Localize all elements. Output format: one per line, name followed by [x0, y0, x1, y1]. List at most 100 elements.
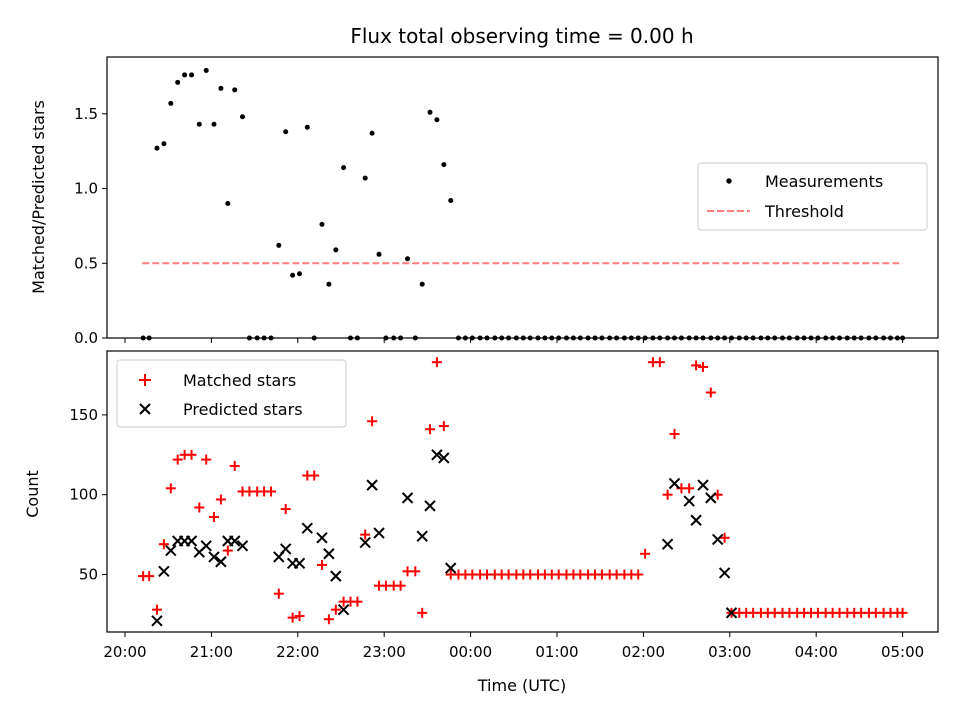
legend-predicted-label: Predicted stars [183, 400, 303, 419]
matched-star-marker [287, 612, 298, 623]
matched-star-marker [669, 429, 680, 440]
predicted-star-marker [279, 543, 292, 555]
measurement-point [722, 335, 728, 341]
predicted-star-stroke [668, 477, 681, 490]
measurement-point [808, 335, 814, 341]
bottom-y-tick-label: 150 [69, 406, 98, 424]
matched-star-marker [691, 360, 702, 371]
matched-star-marker [640, 548, 651, 559]
measurement-point [513, 335, 519, 341]
measurement-point [794, 335, 800, 341]
x-tick-label: 03:00 [708, 643, 751, 661]
predicted-star-stroke [359, 536, 371, 549]
matched-star-marker [633, 569, 644, 580]
measurement-point [326, 281, 332, 287]
predicted-star-stroke [705, 492, 717, 504]
measurement-point [348, 335, 354, 341]
predicted-star-marker [165, 544, 177, 557]
matched-star-marker [684, 483, 695, 494]
matched-star-marker [698, 361, 709, 372]
measurement-point [333, 247, 339, 253]
bottom-y-tick-label: 100 [69, 486, 98, 504]
matched-star-marker [424, 424, 435, 435]
measurement-point [203, 67, 209, 73]
measurement-point [448, 197, 454, 203]
predicted-star-stroke [424, 500, 436, 512]
top-legend: Measurements Threshold [697, 162, 928, 231]
measurement-point [240, 114, 246, 120]
measurement-point [858, 335, 864, 341]
x-tick-label: 22:00 [276, 643, 319, 661]
predicted-star-marker [316, 532, 328, 544]
predicted-star-marker [359, 536, 371, 549]
measurement-point [894, 335, 900, 341]
top-y-axis: 0.0 0.5 1.0 1.5 [74, 105, 107, 347]
count-points [138, 357, 908, 627]
predicted-star-stroke [330, 570, 342, 582]
predicted-star-stroke [690, 514, 702, 526]
top-y-tick-label: 0.0 [74, 329, 98, 347]
predicted-star-stroke [697, 479, 709, 491]
matched-star-marker [438, 421, 449, 432]
predicted-star-stroke [208, 551, 220, 563]
measurement-point [665, 335, 671, 341]
predicted-star-marker [208, 551, 220, 563]
predicted-star-stroke [301, 522, 314, 534]
matched-star-marker [151, 604, 162, 615]
predicted-star-marker [668, 477, 681, 490]
measurement-point [700, 335, 706, 341]
predicted-star-stroke [373, 527, 385, 539]
measurement-point [866, 335, 872, 341]
measurement-point [405, 256, 411, 262]
top-y-axis-label: Matched/Predicted stars [29, 100, 48, 294]
measurement-point [577, 335, 583, 341]
legend-threshold-label: Threshold [764, 202, 844, 221]
measurement-point [758, 335, 764, 341]
predicted-star-marker [185, 535, 198, 547]
x-tick-label: 05:00 [881, 643, 924, 661]
bottom-y-axis: 50 100 150 [69, 406, 107, 584]
measurement-point [672, 335, 678, 341]
bottom-panel: 50 100 150 20:00 21:00 22:00 23:00 00:00 01:00 0… [23, 350, 939, 695]
matched-star-marker [352, 596, 363, 607]
matched-star-marker [323, 614, 334, 625]
matched-star-marker [194, 502, 205, 513]
measurement-point [823, 335, 829, 341]
measurement-point [570, 335, 576, 341]
predicted-star-stroke [438, 452, 450, 464]
matched-star-marker [330, 604, 341, 615]
legend-measurements-label: Measurements [765, 172, 883, 191]
measurement-point [499, 335, 505, 341]
measurement-point [304, 124, 310, 130]
measurement-point [354, 335, 360, 341]
predicted-star-marker [431, 449, 443, 461]
predicted-star-marker [424, 500, 436, 512]
measurement-point [154, 145, 160, 151]
matched-star-marker [144, 571, 155, 582]
matched-star-marker [897, 607, 908, 618]
measurement-point [564, 335, 570, 341]
predicted-star-stroke [401, 492, 414, 504]
predicted-star-stroke [229, 535, 241, 547]
measurement-point [542, 335, 548, 341]
matched-star-marker [705, 387, 716, 398]
predicted-star-stroke [725, 607, 738, 619]
measurement-point [484, 335, 490, 341]
measurement-point [146, 335, 152, 341]
predicted-star-marker [725, 607, 738, 619]
predicted-star-marker [301, 522, 314, 534]
predicted-star-stroke [323, 548, 335, 560]
x-tick-label: 20:00 [103, 643, 146, 661]
predicted-star-marker [416, 530, 428, 542]
measurement-point [276, 242, 282, 248]
matched-star-marker [294, 611, 305, 622]
measurement-point [311, 335, 317, 341]
measurement-point [211, 121, 217, 127]
measurement-point [412, 335, 418, 341]
measurement-point [881, 335, 887, 341]
measurement-point [801, 335, 807, 341]
measurement-point [290, 272, 296, 278]
predicted-star-marker [438, 452, 450, 464]
legend-matched-label: Matched stars [183, 371, 296, 390]
